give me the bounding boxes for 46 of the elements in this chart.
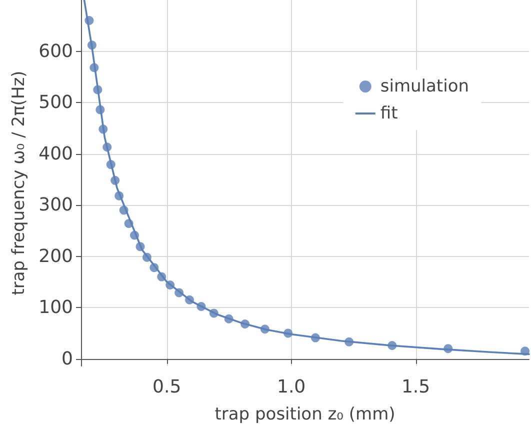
point bbox=[84, 16, 94, 25]
line-series bbox=[83, 0, 530, 356]
point bbox=[224, 314, 234, 324]
legend-label: simulation bbox=[380, 76, 470, 96]
point bbox=[157, 272, 166, 282]
y-tick-label: 0 bbox=[62, 348, 73, 370]
point bbox=[150, 263, 159, 272]
x-tick-label: 1.5 bbox=[401, 376, 430, 398]
point bbox=[284, 328, 293, 338]
y-axis-title: trap frequency ω₀ / 2π(Hz) bbox=[9, 70, 30, 296]
point bbox=[388, 341, 397, 350]
point bbox=[444, 344, 453, 354]
y-tick-label: 200 bbox=[38, 246, 73, 267]
point bbox=[166, 280, 175, 290]
point bbox=[102, 142, 112, 152]
point bbox=[174, 288, 184, 298]
y-tick-label: 100 bbox=[38, 297, 73, 318]
point bbox=[196, 302, 206, 312]
point bbox=[93, 85, 102, 94]
y-tick-label: 300 bbox=[38, 194, 73, 216]
point bbox=[98, 124, 108, 134]
point bbox=[87, 40, 96, 50]
point bbox=[136, 242, 145, 252]
x-tick-label: 1.0 bbox=[276, 376, 306, 398]
point bbox=[142, 252, 152, 262]
point bbox=[344, 337, 354, 346]
y-tick-label: 500 bbox=[38, 92, 73, 114]
point bbox=[310, 333, 320, 342]
point bbox=[110, 176, 120, 185]
x-tick-label: 0.5 bbox=[152, 376, 182, 398]
point bbox=[260, 324, 270, 334]
point bbox=[240, 319, 250, 328]
point bbox=[114, 191, 124, 200]
x-axis-title: trap position z₀ (mm) bbox=[214, 404, 396, 424]
point bbox=[185, 295, 194, 304]
point bbox=[119, 206, 128, 215]
point bbox=[209, 308, 218, 318]
point bbox=[106, 160, 116, 170]
y-tick-label: 400 bbox=[38, 143, 73, 164]
point bbox=[90, 63, 99, 72]
point bbox=[130, 230, 140, 240]
legend-label: fit bbox=[380, 104, 398, 124]
y-tick-label: 600 bbox=[38, 40, 73, 62]
point bbox=[124, 219, 134, 228]
point bbox=[96, 105, 105, 114]
point bbox=[520, 346, 530, 356]
